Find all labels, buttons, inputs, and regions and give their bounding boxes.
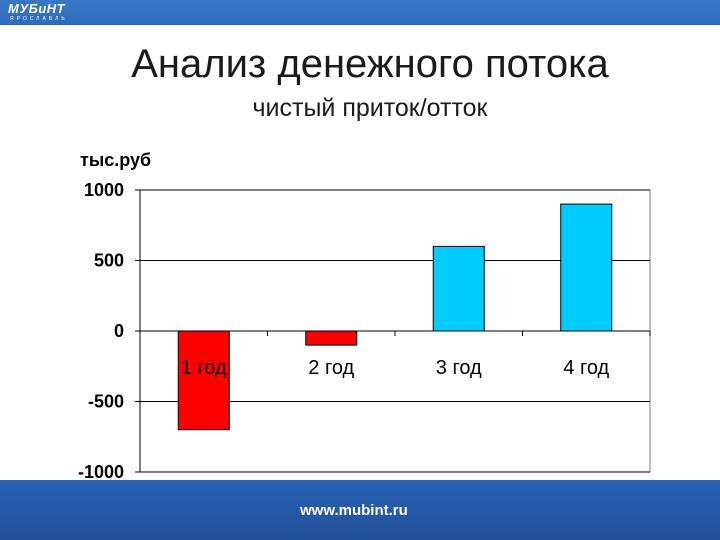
category-label-3: 3 год	[436, 357, 482, 379]
y-axis-label: тыс.руб	[80, 150, 152, 170]
header-band: МУБиНТ ЯРОСЛАВЛЬ	[0, 0, 720, 25]
bar-4	[560, 203, 613, 332]
y-tick-label-4: -1000	[78, 462, 124, 480]
category-label-1: 1 год	[181, 357, 227, 379]
logo-main-text: МУБиНТ	[8, 1, 66, 16]
footer-url[interactable]: www.mubint.ru	[300, 502, 408, 519]
footer-band: www.mubint.ru	[0, 480, 720, 540]
bar-2	[305, 330, 358, 346]
y-tick-label-3: -500	[88, 392, 124, 412]
cash-flow-bar-chart: 1000 500 0 -500 -1000 1 год 2 год 3 год 4 год	[78, 180, 651, 480]
y-tick-label-1: 500	[94, 251, 124, 271]
y-tick-label-2: 0	[114, 321, 124, 341]
page-subtitle: чистый приток/отток	[252, 94, 488, 122]
logo-sub-text: ЯРОСЛАВЛЬ	[10, 16, 68, 22]
page-title: Анализ денежного потока	[131, 42, 609, 86]
logo: МУБиНТ ЯРОСЛАВЛЬ	[8, 1, 80, 23]
y-tick-label-0: 1000	[84, 180, 124, 200]
bar-3	[432, 245, 485, 332]
bar-1	[177, 330, 230, 431]
category-label-4: 4 год	[563, 357, 609, 379]
category-label-2: 2 год	[308, 357, 354, 379]
